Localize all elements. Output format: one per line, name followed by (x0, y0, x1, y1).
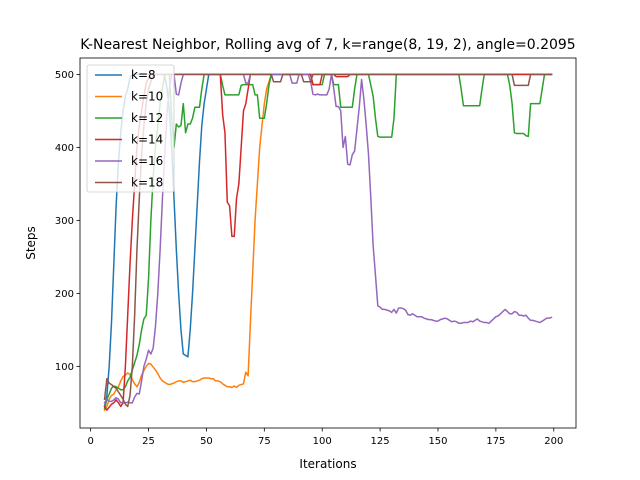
x-tick-label: 125 (371, 436, 390, 447)
legend-label-k-8: k=8 (131, 68, 156, 82)
x-tick-label: 75 (258, 436, 271, 447)
x-tick-label: 150 (428, 436, 447, 447)
x-tick-label: 100 (313, 436, 332, 447)
legend-label-k-14: k=14 (131, 133, 163, 147)
series-line-k-10 (103, 73, 553, 412)
y-tick-label: 300 (55, 216, 74, 227)
legend-label-k-12: k=12 (131, 111, 163, 125)
x-tick-label: 50 (200, 436, 213, 447)
series-line-k-16 (103, 73, 553, 404)
legend-label-k-18: k=18 (131, 176, 163, 190)
y-tick-label: 200 (55, 289, 74, 300)
legend: k=8 k=10 k=12 k=14 k=16 k=18 (86, 64, 175, 193)
legend-label-k-10: k=10 (131, 90, 163, 104)
x-tick-label: 200 (544, 436, 563, 447)
plot-frame (79, 57, 577, 429)
x-axis-label: Iterations (299, 457, 356, 471)
x-tick-label: 175 (486, 436, 505, 447)
x-tick-label: 25 (142, 436, 155, 447)
y-tick-label: 500 (55, 70, 74, 81)
y-tick-label: 400 (55, 143, 74, 154)
y-axis-label: Steps (24, 226, 38, 260)
legend-box (86, 64, 175, 193)
series-line-k-18 (103, 73, 553, 408)
legend-label-k-16: k=16 (131, 154, 163, 168)
chart-title: K-Nearest Neighbor, Rolling avg of 7, k=… (80, 37, 575, 53)
y-tick-label: 100 (55, 362, 74, 373)
x-tick-label: 0 (87, 436, 93, 447)
axes-layer: 0 25 50 75 100 125 150 175 200 100 200 300 400 500 (55, 70, 563, 447)
